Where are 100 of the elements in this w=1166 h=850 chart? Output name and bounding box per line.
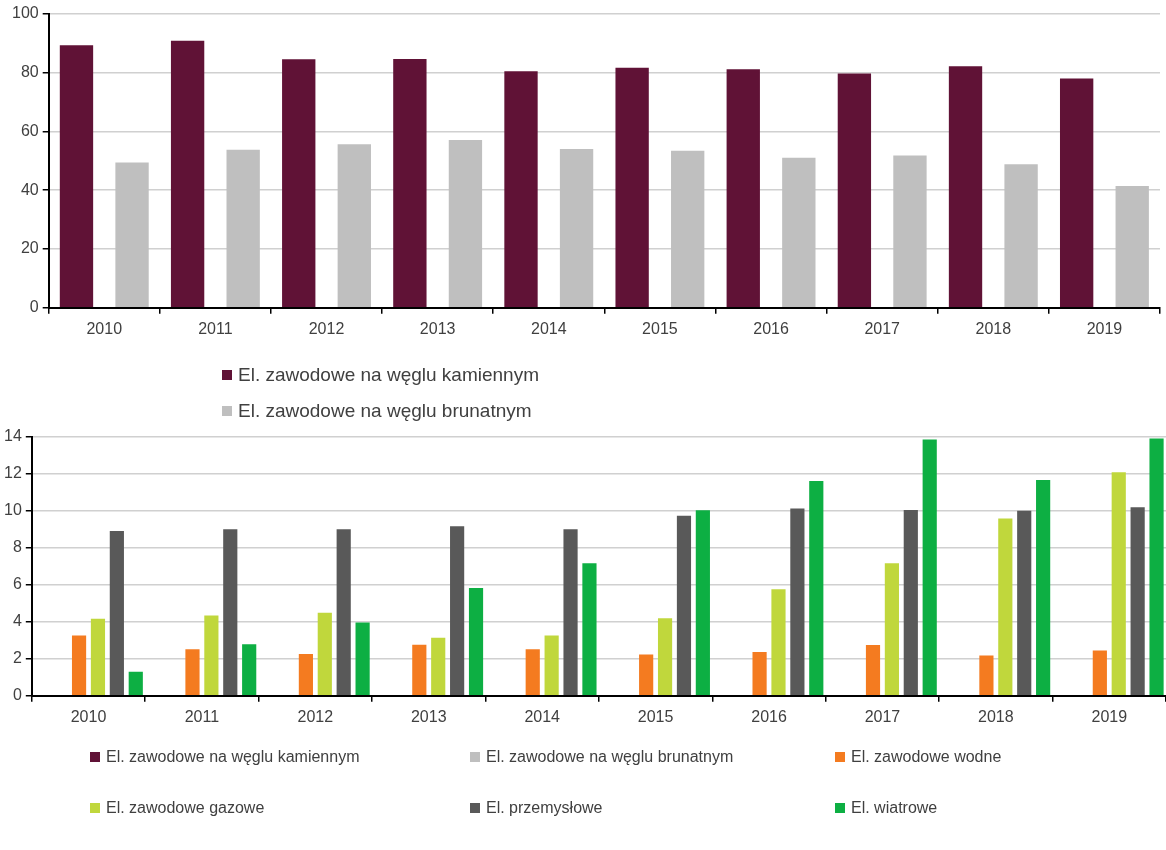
bar [282, 59, 316, 308]
legend-label: El. zawodowe na węglu kamiennym [238, 364, 539, 386]
legend-label: El. zawodowe gazowe [106, 798, 265, 817]
bar [504, 71, 538, 308]
legend-label: El. zawodowe na węglu kamiennym [106, 747, 360, 766]
bar [837, 73, 872, 308]
bar [448, 140, 483, 308]
bar [336, 529, 351, 696]
bar [393, 58, 427, 308]
bar [1059, 78, 1094, 308]
bar [317, 612, 332, 696]
bar [59, 45, 94, 308]
bar [128, 671, 143, 696]
x-tick-label: 2018 [978, 707, 1014, 725]
bar [355, 622, 370, 696]
bar [559, 148, 594, 308]
bar [242, 644, 257, 696]
bar [1092, 650, 1107, 696]
legend-label: El. wiatrowe [851, 798, 938, 817]
bar [582, 563, 597, 696]
bar [865, 645, 881, 696]
bar [204, 615, 219, 696]
bar [657, 618, 673, 696]
bar [468, 588, 484, 696]
bar [544, 635, 559, 696]
x-tick-label: 2018 [975, 319, 1012, 337]
bar [115, 162, 149, 308]
bar [639, 654, 654, 696]
y-tick-label: 40 [20, 180, 39, 198]
bar [809, 481, 824, 696]
x-tick-label: 2011 [198, 319, 233, 337]
bar [431, 637, 446, 696]
bar [412, 644, 427, 696]
x-tick-label: 2017 [864, 707, 901, 725]
bar [922, 439, 937, 696]
bar [563, 529, 578, 696]
bar [1130, 507, 1145, 696]
x-tick-label: 2017 [864, 319, 901, 337]
x-tick-label: 2010 [86, 319, 123, 337]
bar [998, 518, 1013, 696]
y-tick-label: 100 [11, 4, 39, 22]
bar [525, 649, 540, 696]
bar [1004, 164, 1038, 308]
x-tick-label: 2014 [524, 707, 561, 725]
y-tick-label: 80 [20, 62, 39, 80]
bar [782, 157, 816, 308]
bar [903, 509, 918, 696]
bar [726, 69, 760, 308]
legend-label: El. zawodowe na węglu brunatnym [486, 747, 734, 766]
bar [223, 529, 238, 696]
bar [1017, 510, 1032, 696]
y-tick-label: 12 [4, 464, 22, 482]
bar [109, 531, 124, 696]
y-tick-label: 0 [29, 298, 39, 316]
bar [695, 510, 710, 696]
x-tick-label: 2014 [530, 319, 567, 337]
y-tick-label: 6 [12, 575, 22, 593]
y-tick-label: 0 [12, 686, 22, 704]
bar [90, 618, 106, 696]
x-tick-label: 2016 [753, 319, 789, 337]
bar [771, 589, 786, 696]
y-tick-label: 2 [12, 649, 22, 667]
x-tick-label: 2019 [1091, 707, 1128, 725]
legend-label: El. zawodowe na węglu brunatnym [238, 400, 532, 422]
legend-label: El. zawodowe wodne [851, 747, 1002, 766]
x-tick-label: 2012 [308, 319, 345, 337]
bar [790, 508, 805, 696]
bar [948, 66, 983, 308]
x-tick-label: 2015 [642, 319, 678, 337]
bar [185, 649, 200, 696]
bar [752, 651, 767, 696]
y-tick-label: 8 [12, 538, 22, 556]
x-tick-label: 2019 [1086, 319, 1123, 337]
bar [337, 144, 371, 308]
bar [676, 515, 692, 696]
bar [450, 526, 465, 696]
y-tick-label: 20 [20, 239, 39, 257]
y-tick-label: 14 [4, 427, 22, 445]
bar [1115, 186, 1149, 308]
bar [615, 67, 649, 308]
bar [1111, 472, 1126, 696]
bar [979, 655, 994, 696]
bar [1149, 438, 1164, 696]
x-tick-label: 2012 [297, 707, 334, 725]
bar [226, 149, 260, 308]
bar [71, 635, 87, 696]
y-tick-label: 10 [4, 501, 22, 519]
y-tick-label: 4 [12, 612, 22, 630]
bar [884, 563, 899, 696]
x-tick-label: 2013 [410, 707, 447, 725]
bar [170, 40, 205, 308]
y-tick-label: 60 [20, 121, 39, 139]
legend-label: El. przemysłowe [486, 798, 603, 817]
bar [671, 150, 705, 308]
x-tick-label: 2011 [184, 707, 220, 725]
x-tick-label: 2015 [637, 707, 674, 725]
x-tick-label: 2016 [751, 707, 787, 725]
x-tick-label: 2013 [419, 319, 456, 337]
x-tick-label: 2010 [70, 707, 107, 725]
bar [298, 653, 313, 696]
